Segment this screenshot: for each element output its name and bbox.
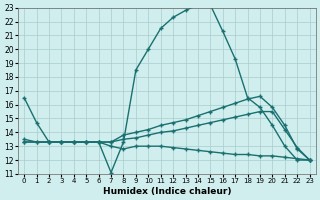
X-axis label: Humidex (Indice chaleur): Humidex (Indice chaleur) [103, 187, 231, 196]
